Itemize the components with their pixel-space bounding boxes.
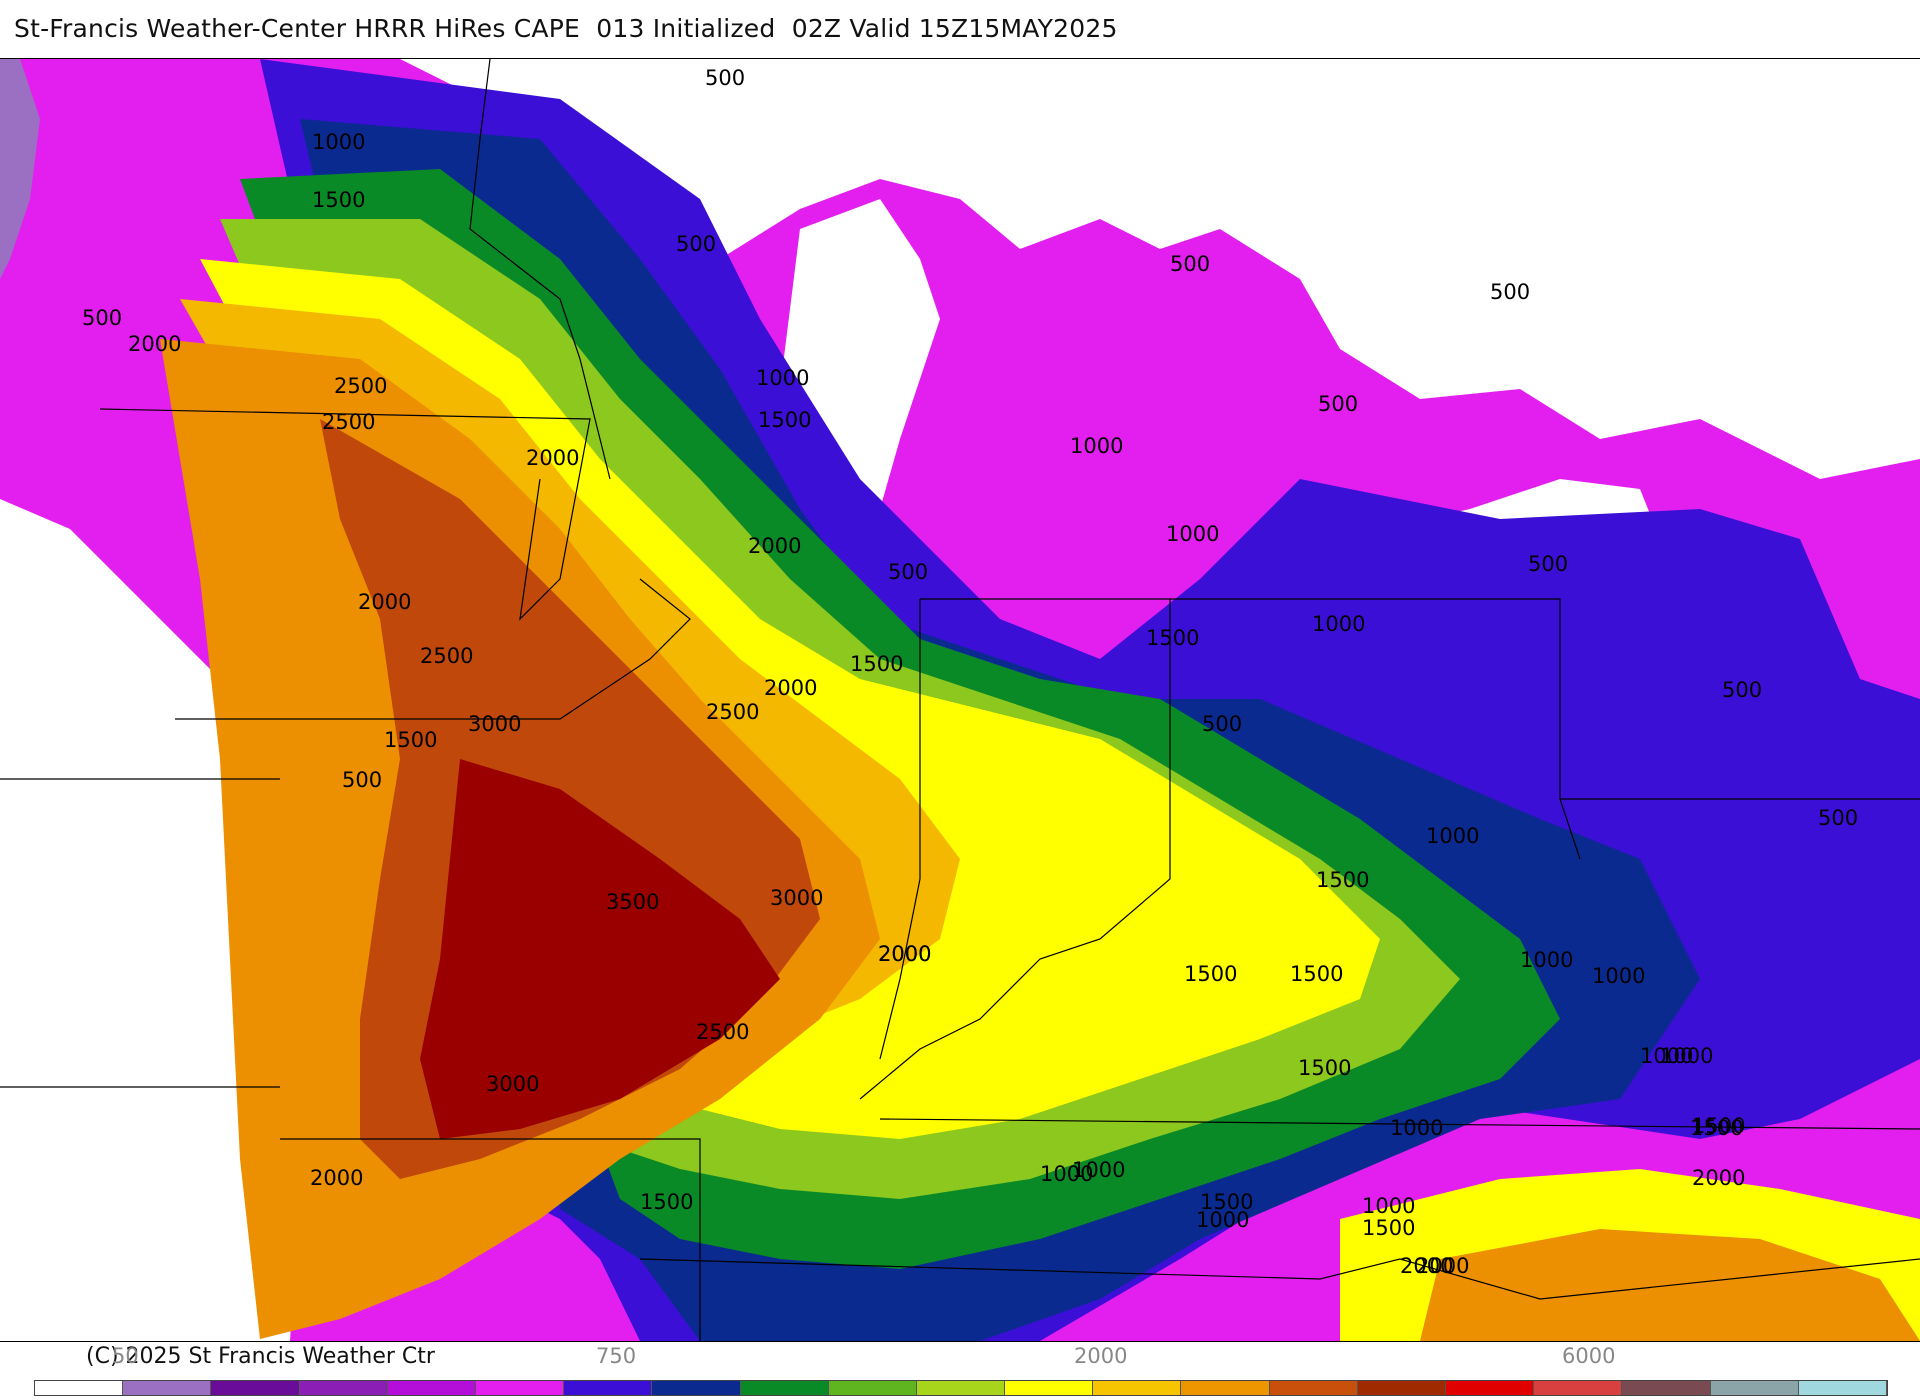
contour-label: 1000 [1362, 1194, 1415, 1218]
contour-label: 1000 [756, 366, 809, 390]
colorbar-swatch [652, 1381, 741, 1395]
colorbar-swatch [564, 1381, 653, 1395]
contour-label: 3000 [468, 712, 521, 736]
contour-label: 500 [1528, 552, 1568, 576]
contour-label: 2000 [526, 446, 579, 470]
colorbar-swatch [1622, 1381, 1711, 1395]
map-title: St-Francis Weather-Center HRRR HiRes CAP… [14, 14, 1118, 43]
colorbar-swatch [123, 1381, 212, 1395]
contour-label: 1500 [1184, 962, 1237, 986]
colorbar-label: 2000 [1074, 1344, 1128, 1368]
colorbar [34, 1380, 1888, 1396]
colorbar-swatch [299, 1381, 388, 1395]
contour-label: 1500 [1690, 1116, 1743, 1140]
contour-label: 2000 [1400, 1254, 1453, 1278]
state-borders [0, 59, 1920, 1341]
colorbar-swatch [916, 1381, 1006, 1395]
contour-label: 1000 [1072, 1158, 1125, 1182]
colorbar-swatch [1446, 1381, 1535, 1395]
contour-label: 1000 [1196, 1208, 1249, 1232]
contour-label: 500 [1818, 806, 1858, 830]
contour-label: 1000 [312, 130, 365, 154]
contour-label: 1500 [1692, 1114, 1745, 1138]
contour-label: 1000 [1312, 612, 1365, 636]
contour-label: 1500 [640, 1190, 693, 1214]
colorbar-label: 750 [596, 1344, 637, 1368]
contour-label: 1500 [312, 188, 365, 212]
contour-label: 1000 [1592, 964, 1645, 988]
contour-label: 1000 [1520, 948, 1573, 972]
contour-label: 1500 [1290, 962, 1343, 986]
contour-label: 2000 [358, 590, 411, 614]
contour-label: 2000 [764, 676, 817, 700]
contour-label: 2000 [1416, 1254, 1469, 1278]
contour-label: 1000 [1166, 522, 1219, 546]
contour-label: 1000 [1660, 1044, 1713, 1068]
contour-label: 500 [82, 306, 122, 330]
contour-label: 1000 [1640, 1044, 1693, 1068]
contour-label: 3000 [770, 886, 823, 910]
no-data-north-region [400, 59, 1920, 479]
contour-label: 2500 [706, 700, 759, 724]
cape-map: 500 1000 1500 2000 2500 2500 2000 2000 2… [0, 58, 1920, 1342]
contour-label: 2000 [1692, 1166, 1745, 1190]
contour-label: 2000 [748, 534, 801, 558]
contour-label: 500 [1490, 280, 1530, 304]
contour-label: 1500 [1298, 1056, 1351, 1080]
contour-label: 2500 [696, 1020, 749, 1044]
colorbar-swatch [740, 1381, 829, 1395]
colorbar-swatch [1181, 1381, 1270, 1395]
contour-label: 500 [1170, 252, 1210, 276]
colorbar-swatch [1269, 1381, 1358, 1395]
colorbar-label: 6000 [1562, 1344, 1616, 1368]
northwest-lavender [0, 59, 40, 279]
colorbar-swatch [35, 1381, 124, 1395]
contour-label: 500 [1722, 678, 1762, 702]
colorbar-label: 50 [112, 1344, 139, 1368]
contour-label: 1500 [1316, 868, 1369, 892]
contour-label: 2000 [128, 332, 181, 356]
contour-label: 1500 [384, 728, 437, 752]
colorbar-swatch [1710, 1381, 1799, 1395]
cape-maroon-core [420, 759, 780, 1139]
contour-label: 2000 [310, 1166, 363, 1190]
contour-label: 2500 [334, 374, 387, 398]
contour-label: 1000 [1040, 1162, 1093, 1186]
colorbar-swatch [1798, 1381, 1887, 1395]
colorbar-swatch [828, 1381, 917, 1395]
contour-label: 500 [342, 768, 382, 792]
contour-label: 1500 [1362, 1216, 1415, 1240]
colorbar-swatch [475, 1381, 565, 1395]
colorbar-swatch [211, 1381, 300, 1395]
contour-labels: 500 1000 1500 2000 2500 2500 2000 2000 2… [82, 66, 1858, 1278]
contour-label: 1000 [1426, 824, 1479, 848]
contour-label: 3000 [486, 1072, 539, 1096]
contour-label: 500 [705, 66, 745, 90]
colorbar-swatch [1357, 1381, 1446, 1395]
contour-label: 1500 [758, 408, 811, 432]
contour-label: 500 [888, 560, 928, 584]
contour-label: 2000 [878, 942, 931, 966]
copyright-text: (C) 2025 St Francis Weather Ctr [86, 1344, 435, 1369]
contour-label: 1500 [1200, 1190, 1253, 1214]
contour-label: 1000 [1390, 1116, 1443, 1140]
contour-label: 3500 [606, 890, 659, 914]
colorbar-swatch [1093, 1381, 1182, 1395]
contour-label: 2000 [878, 942, 931, 966]
colorbar-swatch [1534, 1381, 1623, 1395]
contour-label: 500 [676, 232, 716, 256]
contour-label: 2500 [322, 410, 375, 434]
contour-label: 1500 [1146, 626, 1199, 650]
contour-label: 500 [1318, 392, 1358, 416]
contour-label: 1000 [1070, 434, 1123, 458]
contour-label: 2500 [420, 644, 473, 668]
contour-label: 1500 [850, 652, 903, 676]
colorbar-swatch [1005, 1381, 1094, 1395]
contour-label: 500 [1202, 712, 1242, 736]
colorbar-area: (C) 2025 St Francis Weather Ctr 50 750 2… [0, 1340, 1920, 1400]
cape-map-canvas: 500 1000 1500 2000 2500 2500 2000 2000 2… [0, 59, 1920, 1341]
colorbar-swatch [387, 1381, 476, 1395]
